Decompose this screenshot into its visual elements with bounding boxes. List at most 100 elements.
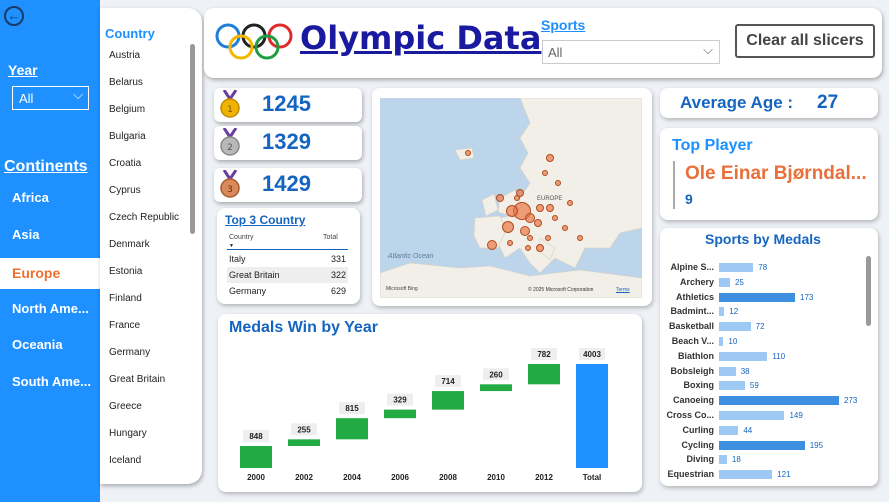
top-player-name: Ole Einar Bjørndal... <box>685 163 867 184</box>
country-item[interactable]: Hungary <box>109 428 147 439</box>
sport-bar[interactable] <box>719 381 745 391</box>
waterfall-bar[interactable] <box>336 418 368 440</box>
map-bubble[interactable] <box>536 204 544 212</box>
map-bubble[interactable] <box>534 219 542 227</box>
country-item[interactable]: Estonia <box>109 266 143 277</box>
sport-bar[interactable] <box>719 470 773 480</box>
year-dropdown[interactable]: All ⌵ <box>12 86 89 110</box>
country-item[interactable]: Czech Republic <box>109 212 180 223</box>
sport-bar[interactable] <box>719 322 751 332</box>
average-age-value: 27 <box>817 92 839 113</box>
map-bubble[interactable] <box>546 154 554 162</box>
country-item[interactable]: Croatia <box>109 158 142 169</box>
continent-item[interactable]: Asia <box>12 227 40 242</box>
map-bubble[interactable] <box>567 200 573 206</box>
column-header-total[interactable]: Total <box>323 234 338 241</box>
map-bubble[interactable] <box>545 235 551 241</box>
waterfall-bar[interactable] <box>528 364 560 385</box>
silver-medal-card: 2 1329 <box>214 126 362 160</box>
country-item[interactable]: Cyprus <box>109 185 141 196</box>
dashboard-title: Olympic Data <box>300 19 542 57</box>
continent-item[interactable]: Africa <box>12 190 49 205</box>
map-bubble[interactable] <box>546 204 554 212</box>
map-bubble[interactable] <box>502 221 514 233</box>
map-copyright: © 2025 Microsoft Corporation <box>528 287 594 293</box>
sport-bar[interactable] <box>719 351 768 361</box>
map-terms-link[interactable]: Terms <box>616 287 630 293</box>
clear-all-slicers-button[interactable]: Clear all slicers <box>735 24 875 58</box>
back-arrow-icon[interactable]: ← <box>4 6 24 26</box>
continent-item[interactable]: Europe <box>0 258 100 289</box>
waterfall-bar[interactable] <box>480 384 512 392</box>
top3-title: Top 3 Country <box>225 213 306 227</box>
country-item[interactable]: Great Britain <box>109 374 166 385</box>
map-bubble[interactable] <box>552 215 558 221</box>
waterfall-bar[interactable] <box>384 409 416 419</box>
sport-bar[interactable] <box>719 307 725 317</box>
sport-bar[interactable] <box>719 455 727 465</box>
waterfall-bar[interactable] <box>432 391 464 410</box>
country-item[interactable]: Germany <box>109 347 151 358</box>
country-item[interactable]: Denmark <box>109 239 150 250</box>
map-bubble[interactable] <box>514 195 520 201</box>
sport-bar[interactable] <box>719 440 805 450</box>
map-bubble[interactable] <box>536 244 544 252</box>
x-tick-label: 2006 <box>391 473 409 482</box>
sport-value-label: 195 <box>809 440 824 450</box>
chart-title: Medals Win by Year <box>229 319 378 336</box>
x-tick-label: 2010 <box>487 473 505 482</box>
sport-bar[interactable] <box>719 425 739 435</box>
sport-bar[interactable] <box>719 263 754 272</box>
map-bubble[interactable] <box>562 225 568 231</box>
map-bubble[interactable] <box>555 180 561 186</box>
medal-map[interactable]: Atlantic Ocean EUROPE Microsoft Bing © 2… <box>380 98 642 298</box>
country-item[interactable]: Greece <box>109 401 142 412</box>
sport-label: Biathlon <box>678 350 714 361</box>
waterfall-bar[interactable] <box>240 445 272 468</box>
map-bubble[interactable] <box>525 213 535 223</box>
column-header-country[interactable]: Country <box>229 234 254 241</box>
sport-value-label: 149 <box>789 411 803 420</box>
map-bubble[interactable] <box>487 240 497 250</box>
sport-bar[interactable] <box>719 366 736 376</box>
data-label-bg <box>483 368 509 381</box>
map-bubble[interactable] <box>506 205 518 217</box>
sport-label: Cycling <box>681 439 714 450</box>
map-bubble[interactable] <box>577 235 583 241</box>
continent-item[interactable]: North Ame... <box>12 301 89 316</box>
country-item[interactable]: Belgium <box>109 104 146 115</box>
sport-bar[interactable] <box>719 292 796 302</box>
country-item[interactable]: Bulgaria <box>109 131 146 142</box>
country-scrollbar[interactable] <box>190 44 195 234</box>
country-item[interactable]: Belarus <box>109 77 143 88</box>
country-item[interactable]: France <box>109 320 141 331</box>
continent-item[interactable]: South Ame... <box>12 374 91 389</box>
map-bubble[interactable] <box>542 170 548 176</box>
region-label: EUROPE <box>537 196 563 202</box>
map-land-shapes <box>380 98 642 298</box>
table-row: Great Britain 322 <box>227 267 348 283</box>
sport-bar[interactable] <box>719 396 839 406</box>
sports-scrollbar[interactable] <box>866 256 871 326</box>
map-bubble[interactable] <box>507 240 513 246</box>
waterfall-bar[interactable] <box>576 364 608 468</box>
sports-dropdown[interactable]: All ⌵ <box>542 40 720 64</box>
map-bubble[interactable] <box>516 189 524 197</box>
continent-item[interactable]: Oceania <box>12 337 63 352</box>
country-item[interactable]: Iceland <box>109 455 142 466</box>
country-item[interactable]: Finland <box>109 293 142 304</box>
sport-value-label: 18 <box>731 455 741 465</box>
sport-bar[interactable] <box>719 411 785 420</box>
map-bubble[interactable] <box>520 226 530 236</box>
gold-medal-icon: 1 <box>220 90 240 118</box>
map-bubble[interactable] <box>465 150 471 156</box>
sport-bar[interactable] <box>719 277 730 287</box>
waterfall-bar[interactable] <box>288 439 320 446</box>
country-item[interactable]: Austria <box>109 50 141 61</box>
bronze-medal-card: 3 1429 <box>214 168 362 202</box>
map-bubble[interactable] <box>496 194 504 202</box>
sports-chart-title: Sports by Medals <box>705 231 821 247</box>
sport-bar[interactable] <box>719 337 724 346</box>
map-bubble[interactable] <box>527 235 533 241</box>
map-bubble[interactable] <box>525 245 531 251</box>
